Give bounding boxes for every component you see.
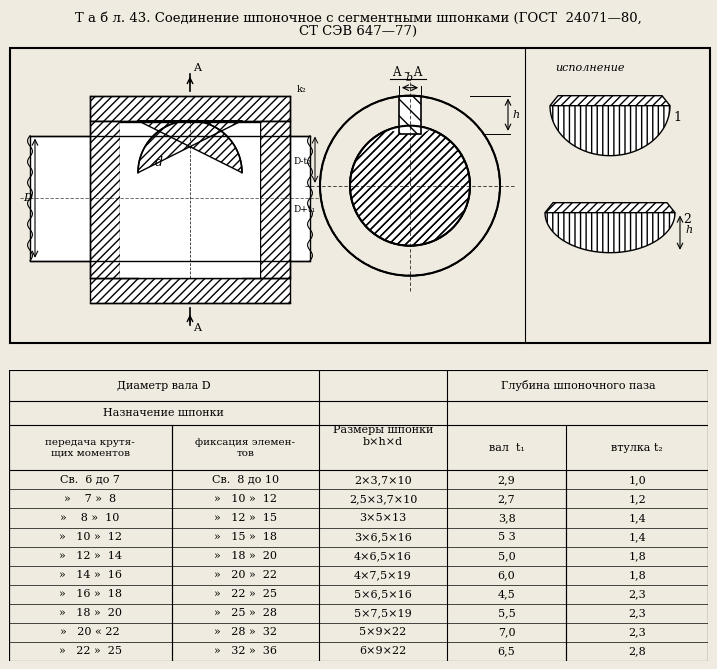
Bar — [90, 120, 120, 278]
Polygon shape — [389, 126, 430, 134]
Text: h: h — [512, 110, 519, 120]
Text: 5×6,5×16: 5×6,5×16 — [354, 589, 412, 599]
Text: втулка t₂: втулка t₂ — [611, 443, 663, 453]
Bar — [30, 136, 310, 261]
Polygon shape — [545, 213, 675, 253]
Polygon shape — [545, 203, 675, 213]
Text: »   28 »  32: » 28 » 32 — [214, 628, 277, 638]
Text: Св.  8 до 10: Св. 8 до 10 — [212, 475, 279, 485]
Text: вал  t₁: вал t₁ — [488, 443, 524, 453]
Bar — [399, 96, 421, 134]
Text: 5 3: 5 3 — [498, 532, 516, 542]
Bar — [90, 120, 120, 278]
Text: A: A — [193, 63, 201, 73]
Bar — [90, 96, 290, 120]
Text: »   22 »  25: » 22 » 25 — [59, 646, 122, 656]
Text: фиксация элемен-
тов: фиксация элемен- тов — [195, 438, 295, 458]
Circle shape — [320, 96, 500, 276]
Text: »   20 « 22: » 20 « 22 — [60, 628, 120, 638]
Text: 3,8: 3,8 — [498, 513, 516, 523]
Text: »    8 »  10: » 8 » 10 — [60, 513, 120, 523]
Text: 4×7,5×19: 4×7,5×19 — [354, 570, 412, 580]
Text: передача крутя-
щих моментов: передача крутя- щих моментов — [45, 438, 135, 458]
Text: 5×9×22: 5×9×22 — [359, 628, 407, 638]
Text: »   25 »  28: » 25 » 28 — [214, 608, 277, 618]
Text: k₂: k₂ — [297, 85, 307, 94]
Polygon shape — [138, 120, 242, 173]
Bar — [90, 96, 290, 120]
Text: Назначение шпонки: Назначение шпонки — [103, 408, 224, 418]
Text: 2,3: 2,3 — [628, 589, 646, 599]
Bar — [120, 120, 260, 278]
Text: 2×3,7×10: 2×3,7×10 — [354, 475, 412, 485]
Text: Диаметр вала D: Диаметр вала D — [117, 381, 210, 391]
Text: D-t₂: D-t₂ — [293, 157, 310, 166]
Text: 6,0: 6,0 — [498, 570, 516, 580]
Text: Размеры шпонки
b×h×d: Размеры шпонки b×h×d — [333, 425, 433, 447]
Text: 2,5×3,7×10: 2,5×3,7×10 — [348, 494, 417, 504]
Text: 1,8: 1,8 — [628, 570, 646, 580]
Bar — [399, 96, 421, 134]
Text: A – A: A – A — [392, 66, 422, 79]
Text: A: A — [193, 322, 201, 332]
Text: »   22 »  25: » 22 » 25 — [214, 589, 277, 599]
Text: 5,0: 5,0 — [498, 551, 516, 561]
Text: 1,8: 1,8 — [628, 551, 646, 561]
Text: »   12 »  14: » 12 » 14 — [59, 551, 122, 561]
Text: d: d — [155, 156, 163, 169]
Text: D+t₁: D+t₁ — [293, 205, 315, 213]
Text: 1,4: 1,4 — [628, 532, 646, 542]
Text: b: b — [406, 73, 413, 83]
Text: »   10 »  12: » 10 » 12 — [214, 494, 277, 504]
Text: »   15 »  18: » 15 » 18 — [214, 532, 277, 542]
Text: 1,2: 1,2 — [628, 494, 646, 504]
Text: Глубина шпоночного паза: Глубина шпоночного паза — [500, 380, 655, 391]
Text: 3×6,5×16: 3×6,5×16 — [354, 532, 412, 542]
Text: »   20 »  22: » 20 » 22 — [214, 570, 277, 580]
Text: »   32 »  36: » 32 » 36 — [214, 646, 277, 656]
Bar — [90, 278, 290, 302]
Text: 6,5: 6,5 — [498, 646, 516, 656]
Text: »   12 »  15: » 12 » 15 — [214, 513, 277, 523]
Text: 2,3: 2,3 — [628, 628, 646, 638]
Text: »   18 »  20: » 18 » 20 — [214, 551, 277, 561]
Text: СТ СЭВ 647—77): СТ СЭВ 647—77) — [300, 25, 417, 38]
Text: 1,0: 1,0 — [628, 475, 646, 485]
Polygon shape — [550, 96, 670, 106]
Text: 2,3: 2,3 — [628, 608, 646, 618]
Text: Св.  6 до 7: Св. 6 до 7 — [60, 475, 120, 485]
Text: исполнение: исполнение — [555, 63, 625, 73]
Text: 5×7,5×19: 5×7,5×19 — [354, 608, 412, 618]
Text: h: h — [685, 225, 692, 235]
Bar — [260, 120, 290, 278]
Text: »   14 »  16: » 14 » 16 — [59, 570, 122, 580]
Circle shape — [321, 97, 499, 275]
Text: Т а б л. 43. Соединение шпоночное с сегментными шпонками (ГОСТ  24071—80,: Т а б л. 43. Соединение шпоночное с сегм… — [75, 12, 642, 25]
Circle shape — [350, 126, 470, 246]
Text: 1,4: 1,4 — [628, 513, 646, 523]
Text: 4,5: 4,5 — [498, 589, 516, 599]
Text: »   10 »  12: » 10 » 12 — [59, 532, 122, 542]
Text: »   16 »  18: » 16 » 18 — [59, 589, 122, 599]
Polygon shape — [138, 120, 242, 173]
Text: 1: 1 — [673, 110, 681, 124]
Circle shape — [350, 126, 470, 246]
Text: »    7 »  8: » 7 » 8 — [64, 494, 116, 504]
Text: 5,5: 5,5 — [498, 608, 516, 618]
Text: 2,9: 2,9 — [498, 475, 516, 485]
Bar — [260, 120, 290, 278]
Text: 6×9×22: 6×9×22 — [359, 646, 407, 656]
Text: 4×6,5×16: 4×6,5×16 — [354, 551, 412, 561]
Text: 3×5×13: 3×5×13 — [359, 513, 407, 523]
Text: 7,0: 7,0 — [498, 628, 516, 638]
Text: 2: 2 — [683, 213, 691, 225]
Polygon shape — [550, 106, 670, 156]
Text: D: D — [23, 193, 32, 203]
Text: 2,8: 2,8 — [628, 646, 646, 656]
Bar — [90, 278, 290, 302]
Text: »   18 »  20: » 18 » 20 — [59, 608, 122, 618]
Text: 2,7: 2,7 — [498, 494, 516, 504]
